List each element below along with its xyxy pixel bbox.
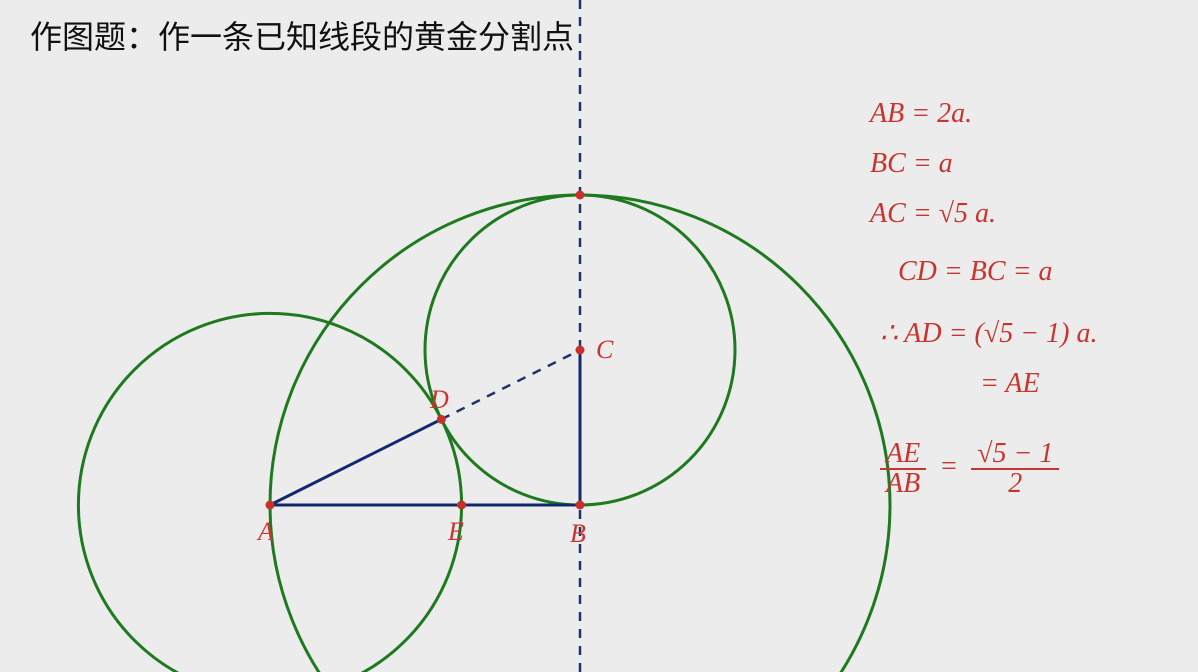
segment-ad [270,419,441,505]
ratio-lhs-den: AB [880,470,926,498]
point-c [576,346,585,355]
ratio-lhs-num: AE [880,440,926,470]
anno-ae: = AE [980,370,1040,398]
ratio-lhs: AE AB [880,440,926,498]
label-b: B [570,519,586,548]
point-b [576,501,585,510]
ratio-rhs-num: √5 − 1 [971,440,1059,470]
ratio-rhs-den: 2 [971,470,1059,498]
point-a [266,501,275,510]
label-a: A [256,517,274,546]
anno-ratio: AE AB = √5 − 1 2 [880,440,1059,498]
label-e: E [447,517,464,546]
point-d [437,415,446,424]
anno-ab: AB = 2a. [870,100,972,128]
label-c: C [596,335,614,364]
ratio-eq: = [939,451,958,482]
anno-ad: ∴ AD = (√5 − 1) a. [880,320,1097,348]
anno-bc: BC = a [870,150,953,178]
ratio-rhs: √5 − 1 2 [971,440,1059,498]
anno-cd: CD = BC = a [898,258,1052,286]
point-top [576,191,585,200]
label-d: D [429,385,449,414]
point-e [457,501,466,510]
anno-ac: AC = √5 a. [870,200,996,228]
segment-dc-dashed [441,350,580,419]
